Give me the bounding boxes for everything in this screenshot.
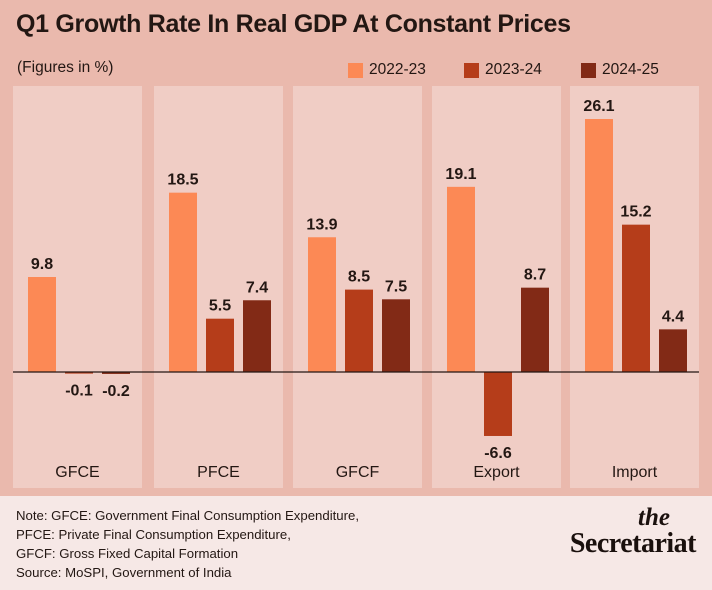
bar-gfcf-2024-25 [382,299,410,372]
bar-import-2024-25 [659,329,687,372]
data-label-pfce-2023-24: 5.5 [209,298,231,315]
footer-notes: Note: GFCE: Government Final Consumption… [16,506,359,582]
chart-subtitle: (Figures in %) [17,59,114,76]
data-label-gfce-2024-25: -0.2 [102,383,130,400]
brand-logo-name: Secretariat [569,528,697,559]
footer: Note: GFCE: Government Final Consumption… [0,496,712,590]
data-label-pfce-2022-23: 18.5 [167,172,198,189]
bar-gfce-2024-25 [102,372,130,374]
category-label-gfcf: GFCF [336,464,380,481]
category-label-import: Import [612,464,658,481]
bar-import-2022-23 [585,119,613,372]
note-source: Source: MoSPI, Government of India [16,565,232,580]
legend-swatch-2022-23 [348,62,363,78]
bar-import-2023-24 [622,224,650,372]
legend-label-2023-24: 2023-24 [485,61,542,78]
data-label-import-2022-23: 26.1 [583,98,614,115]
bar-pfce-2023-24 [206,318,234,372]
brand-logo: the Secretariat [526,504,697,574]
brand-logo-the: the [638,504,670,531]
note-pfce: PFCE: Private Final Consumption Expendit… [16,527,291,542]
legend-label-2022-23: 2022-23 [369,61,426,78]
data-label-gfce-2023-24: -0.1 [65,383,93,400]
bar-gfcf-2022-23 [308,237,336,372]
legend-item-2023-24: 2023-24 [464,59,542,81]
bar-chart: 9.8 -0.1 -0.2 GFCE 18.5 5.5 7.4 PFCE 13.9 8.5 7.5 G… [13,86,699,488]
data-label-export-2023-24: -6.6 [484,445,512,462]
data-label-import-2023-24: 15.2 [620,204,651,221]
data-label-export-2022-23: 19.1 [445,166,476,183]
bar-export-2024-25 [521,287,549,372]
data-label-gfcf-2024-25: 7.5 [385,278,407,295]
data-label-gfce-2022-23: 9.8 [31,256,53,273]
legend: 2022-23 2023-24 2024-25 [0,59,712,81]
data-label-gfcf-2022-23: 13.9 [306,216,337,233]
data-label-import-2024-25: 4.4 [662,308,684,325]
legend-label-2024-25: 2024-25 [602,61,659,78]
data-label-pfce-2024-25: 7.4 [246,279,268,296]
bar-export-2023-24 [484,372,512,436]
bar-pfce-2024-25 [243,300,271,372]
bar-pfce-2022-23 [169,192,197,372]
note-gfcf: GFCF: Gross Fixed Capital Formation [16,546,239,561]
legend-item-2022-23: 2022-23 [348,59,426,81]
category-label-export: Export [473,464,520,481]
category-label-pfce: PFCE [197,464,240,481]
legend-item-2024-25: 2024-25 [581,59,659,81]
category-label-gfce: GFCE [55,464,99,481]
data-label-gfcf-2023-24: 8.5 [348,269,370,286]
bar-export-2022-23 [447,186,475,372]
legend-swatch-2023-24 [464,62,479,78]
data-label-export-2024-25: 8.7 [524,267,546,284]
chart-title: Q1 Growth Rate In Real GDP At Constant P… [16,10,571,38]
note-gfce: Note: GFCE: Government Final Consumption… [16,508,360,523]
bar-gfce-2023-24 [65,372,93,374]
legend-swatch-2024-25 [581,62,596,78]
bar-gfcf-2023-24 [345,289,373,372]
bar-gfce-2022-23 [28,277,56,372]
